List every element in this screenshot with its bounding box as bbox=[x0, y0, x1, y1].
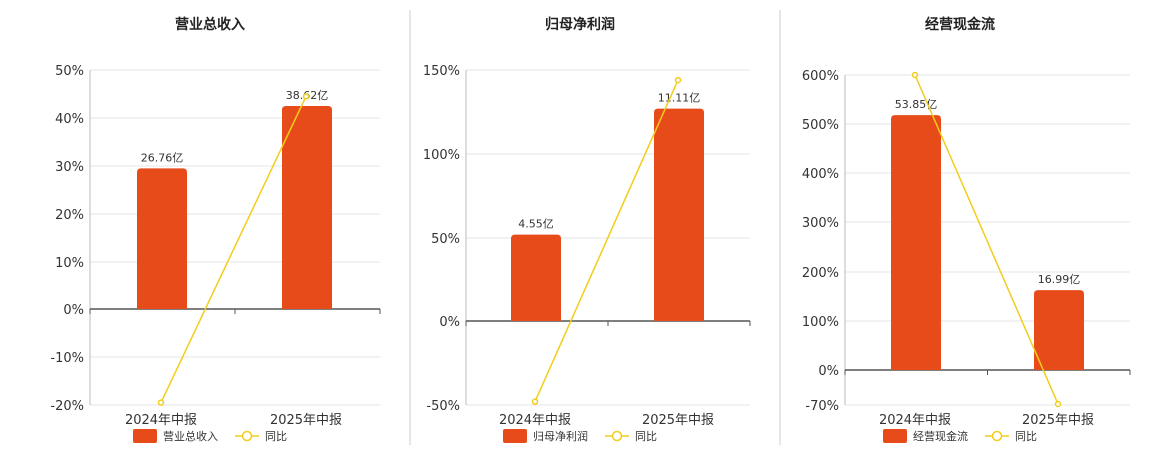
x-category-label: 2024年中报 bbox=[879, 413, 951, 428]
x-category-label: 2024年中报 bbox=[499, 413, 571, 428]
legend-line-label: 同比 bbox=[635, 430, 657, 443]
chart-title: 营业总收入 bbox=[175, 16, 245, 33]
yoy-point-1 bbox=[157, 399, 165, 406]
y-tick-label: 10% bbox=[55, 256, 84, 271]
y-tick-label: 150% bbox=[423, 64, 460, 79]
y-tick-label: 200% bbox=[802, 266, 839, 281]
yoy-point-2 bbox=[674, 76, 682, 84]
chart-panel-1: 营业总收入50%40%30%20%10%0%-10%-20%26.76亿38.6… bbox=[50, 16, 381, 443]
legend-bar-swatch bbox=[503, 429, 527, 443]
legend-bar-swatch bbox=[883, 429, 907, 443]
y-tick-label: -70% bbox=[805, 399, 839, 414]
y-tick-label: 30% bbox=[55, 160, 84, 175]
chart-title: 经营现金流 bbox=[925, 16, 995, 33]
y-tick-label: 0% bbox=[63, 303, 84, 318]
x-category-label: 2025年中报 bbox=[270, 413, 342, 428]
legend-line-marker bbox=[611, 430, 623, 442]
bar-value-label: 26.76亿 bbox=[141, 151, 184, 164]
bar-value-label: 11.11亿 bbox=[658, 92, 701, 105]
legend-bar-label: 营业总收入 bbox=[163, 429, 218, 443]
legend-line-label: 同比 bbox=[1015, 430, 1037, 443]
yoy-point-1 bbox=[911, 71, 919, 79]
legend-line-label: 同比 bbox=[265, 430, 287, 443]
y-tick-label: 0% bbox=[439, 315, 460, 330]
yoy-point-1 bbox=[531, 398, 539, 405]
yoy-line bbox=[160, 96, 307, 403]
bar-value-label: 53.85亿 bbox=[895, 98, 938, 111]
y-tick-label: -50% bbox=[426, 399, 460, 414]
y-tick-label: 100% bbox=[802, 315, 839, 330]
yoy-point-2 bbox=[302, 93, 310, 100]
y-tick-label: 300% bbox=[802, 216, 839, 231]
bar-value-label: 4.55亿 bbox=[518, 218, 554, 231]
y-tick-label: 0% bbox=[818, 364, 839, 379]
y-tick-label: -10% bbox=[50, 351, 84, 366]
y-tick-label: 600% bbox=[802, 69, 839, 84]
y-tick-label: 50% bbox=[431, 232, 460, 247]
y-tick-label: 400% bbox=[802, 167, 839, 182]
yoy-point-2 bbox=[1054, 400, 1062, 408]
bar-2 bbox=[1034, 290, 1084, 370]
y-tick-label: -20% bbox=[50, 399, 84, 414]
yoy-line bbox=[914, 74, 1059, 405]
chart-panel-3: 经营现金流 600% 500% 400% 300% 200% 100% 0% -70% 53.85… bbox=[802, 16, 1131, 443]
x-category-label: 2025年中报 bbox=[1022, 413, 1094, 428]
y-tick-label: 50% bbox=[55, 64, 84, 79]
bar-1 bbox=[511, 234, 561, 321]
x-category-label: 2025年中报 bbox=[642, 413, 714, 428]
legend-line-marker bbox=[991, 430, 1003, 442]
legend-bar-label: 归母净利润 bbox=[533, 429, 588, 443]
y-tick-label: 20% bbox=[55, 208, 84, 223]
bar-1 bbox=[891, 115, 941, 371]
legend-bar-swatch bbox=[133, 429, 157, 443]
legend-line-marker bbox=[241, 430, 253, 442]
y-tick-label: 40% bbox=[55, 112, 84, 127]
bar-2 bbox=[654, 108, 704, 321]
chart-panel-2: 归母净利润 150% 100% 50% 0% -50% 4.55亿 11.11亿 2024年中报… bbox=[423, 16, 751, 443]
bar-2 bbox=[282, 106, 332, 309]
y-tick-label: 100% bbox=[423, 148, 460, 163]
bar-1 bbox=[137, 168, 187, 309]
x-category-label: 2024年中报 bbox=[125, 413, 197, 428]
legend-bar-label: 经营现金流 bbox=[913, 429, 968, 443]
chart-title: 归母净利润 bbox=[545, 16, 615, 33]
y-tick-label: 500% bbox=[802, 118, 839, 133]
yoy-line bbox=[534, 79, 679, 402]
bar-value-label: 16.99亿 bbox=[1038, 273, 1081, 286]
